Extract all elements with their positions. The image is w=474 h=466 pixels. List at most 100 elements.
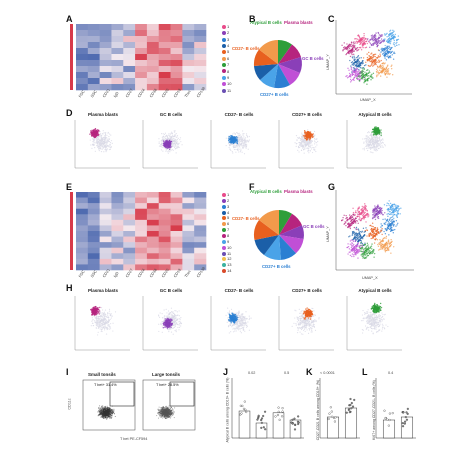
umap-point: [368, 70, 371, 72]
umap-point: [358, 207, 360, 210]
umap-point: [353, 231, 356, 234]
umap-point: [371, 44, 373, 47]
umap-point: [376, 75, 378, 78]
umap-point: [388, 35, 390, 37]
umap-background-point: [243, 133, 245, 135]
umap-background-point: [302, 145, 304, 148]
umap-point: [365, 227, 367, 229]
pie-b-label-cd27pos: CD27+ B cells: [260, 92, 289, 97]
umap-background-point: [367, 143, 370, 146]
umap-point: [358, 70, 360, 72]
umap-point: [343, 214, 345, 217]
umap-highlight-point: [311, 136, 314, 139]
umap-point: [357, 54, 360, 57]
umap-background-point: [179, 322, 182, 324]
heatmap-cell: [182, 192, 195, 198]
heatmap-cell: [194, 236, 207, 243]
umap-point: [341, 44, 343, 46]
umap-point: [380, 240, 383, 243]
pie-f-gc-1: [279, 225, 304, 239]
umap-point: [350, 67, 353, 69]
umap-point: [364, 76, 366, 78]
umap-background-point: [307, 149, 309, 151]
umap-background-point: [245, 146, 247, 148]
cluster-color-dot: [222, 239, 226, 244]
umap-point: [387, 71, 389, 73]
heatmap-cell: [99, 30, 112, 37]
umap-point: [376, 227, 379, 229]
cluster-id: 7: [227, 62, 230, 68]
umap-point: [383, 223, 386, 225]
heatmap-cell: [170, 214, 183, 221]
umap-point: [346, 52, 348, 55]
umap-point: [358, 249, 360, 252]
heatmap-cell: [123, 203, 136, 210]
heatmap-cell: [87, 242, 100, 249]
umap-highlight-point: [232, 139, 234, 142]
heatmap-cell: [111, 66, 124, 73]
umap-point: [378, 60, 380, 62]
heatmap-cell: [135, 30, 148, 37]
umap-point: [365, 61, 367, 63]
umap-point: [380, 231, 382, 233]
umap-point: [366, 242, 369, 245]
umap-point: [381, 248, 384, 250]
umap-point: [386, 68, 389, 71]
umap-point: [347, 67, 349, 70]
umap-point: [348, 69, 350, 71]
umap-background-point: [303, 142, 305, 144]
umap-point: [356, 252, 359, 254]
umap-point: [388, 73, 390, 76]
umap-background-point: [369, 140, 371, 142]
umap-point: [356, 77, 358, 79]
umap-background-point: [229, 148, 231, 151]
heatmap-cell: [99, 42, 112, 49]
umap-point: [351, 71, 353, 73]
umap-background-point: [380, 142, 382, 144]
umap-point: [377, 213, 380, 216]
umap-background-point: [244, 144, 247, 146]
umap-point: [363, 79, 366, 81]
umap-point: [378, 232, 380, 235]
umap-background-point: [96, 140, 99, 142]
umap-background-point: [91, 317, 93, 319]
umap-background-point: [239, 136, 241, 138]
umap-highlight-point: [89, 133, 91, 135]
umap-background-point: [103, 132, 105, 134]
umap-point: [389, 51, 391, 53]
umap-background-point: [298, 144, 301, 146]
heatmap-cell: [76, 192, 89, 198]
umap-point: [372, 77, 374, 79]
umap-background-point: [109, 314, 111, 316]
umap-background-point: [372, 143, 375, 145]
umap-point: [355, 226, 358, 229]
umap-background-point: [248, 139, 250, 141]
umap-point: [350, 43, 353, 45]
umap-point: [342, 216, 344, 219]
umap-point: [389, 245, 392, 247]
umap-point: [362, 46, 364, 49]
cluster-legend-item: 9: [222, 75, 229, 80]
umap-point: [348, 236, 350, 238]
umap-background-point: [297, 137, 300, 139]
umap-background-point: [110, 317, 112, 319]
umap-background-point: [97, 316, 100, 318]
umap-background-point: [97, 327, 100, 329]
umap-background-point: [302, 147, 304, 149]
umap-point: [373, 215, 375, 218]
heatmap-cell: [146, 214, 160, 221]
umap-point: [354, 233, 357, 235]
umap-point: [373, 228, 375, 231]
umap-point: [364, 209, 367, 211]
umap-point: [372, 43, 374, 45]
umap-background-point: [161, 139, 163, 141]
umap-highlight-point: [92, 129, 95, 131]
umap-point: [372, 252, 374, 254]
heatmap-cell: [123, 225, 136, 232]
umap-highlight-point: [94, 136, 97, 138]
heatmap-cell: [76, 253, 89, 260]
umap-point: [356, 56, 358, 59]
umap-background-point: [170, 149, 172, 152]
umap-point: [380, 38, 383, 40]
umap-background-point: [91, 322, 94, 324]
